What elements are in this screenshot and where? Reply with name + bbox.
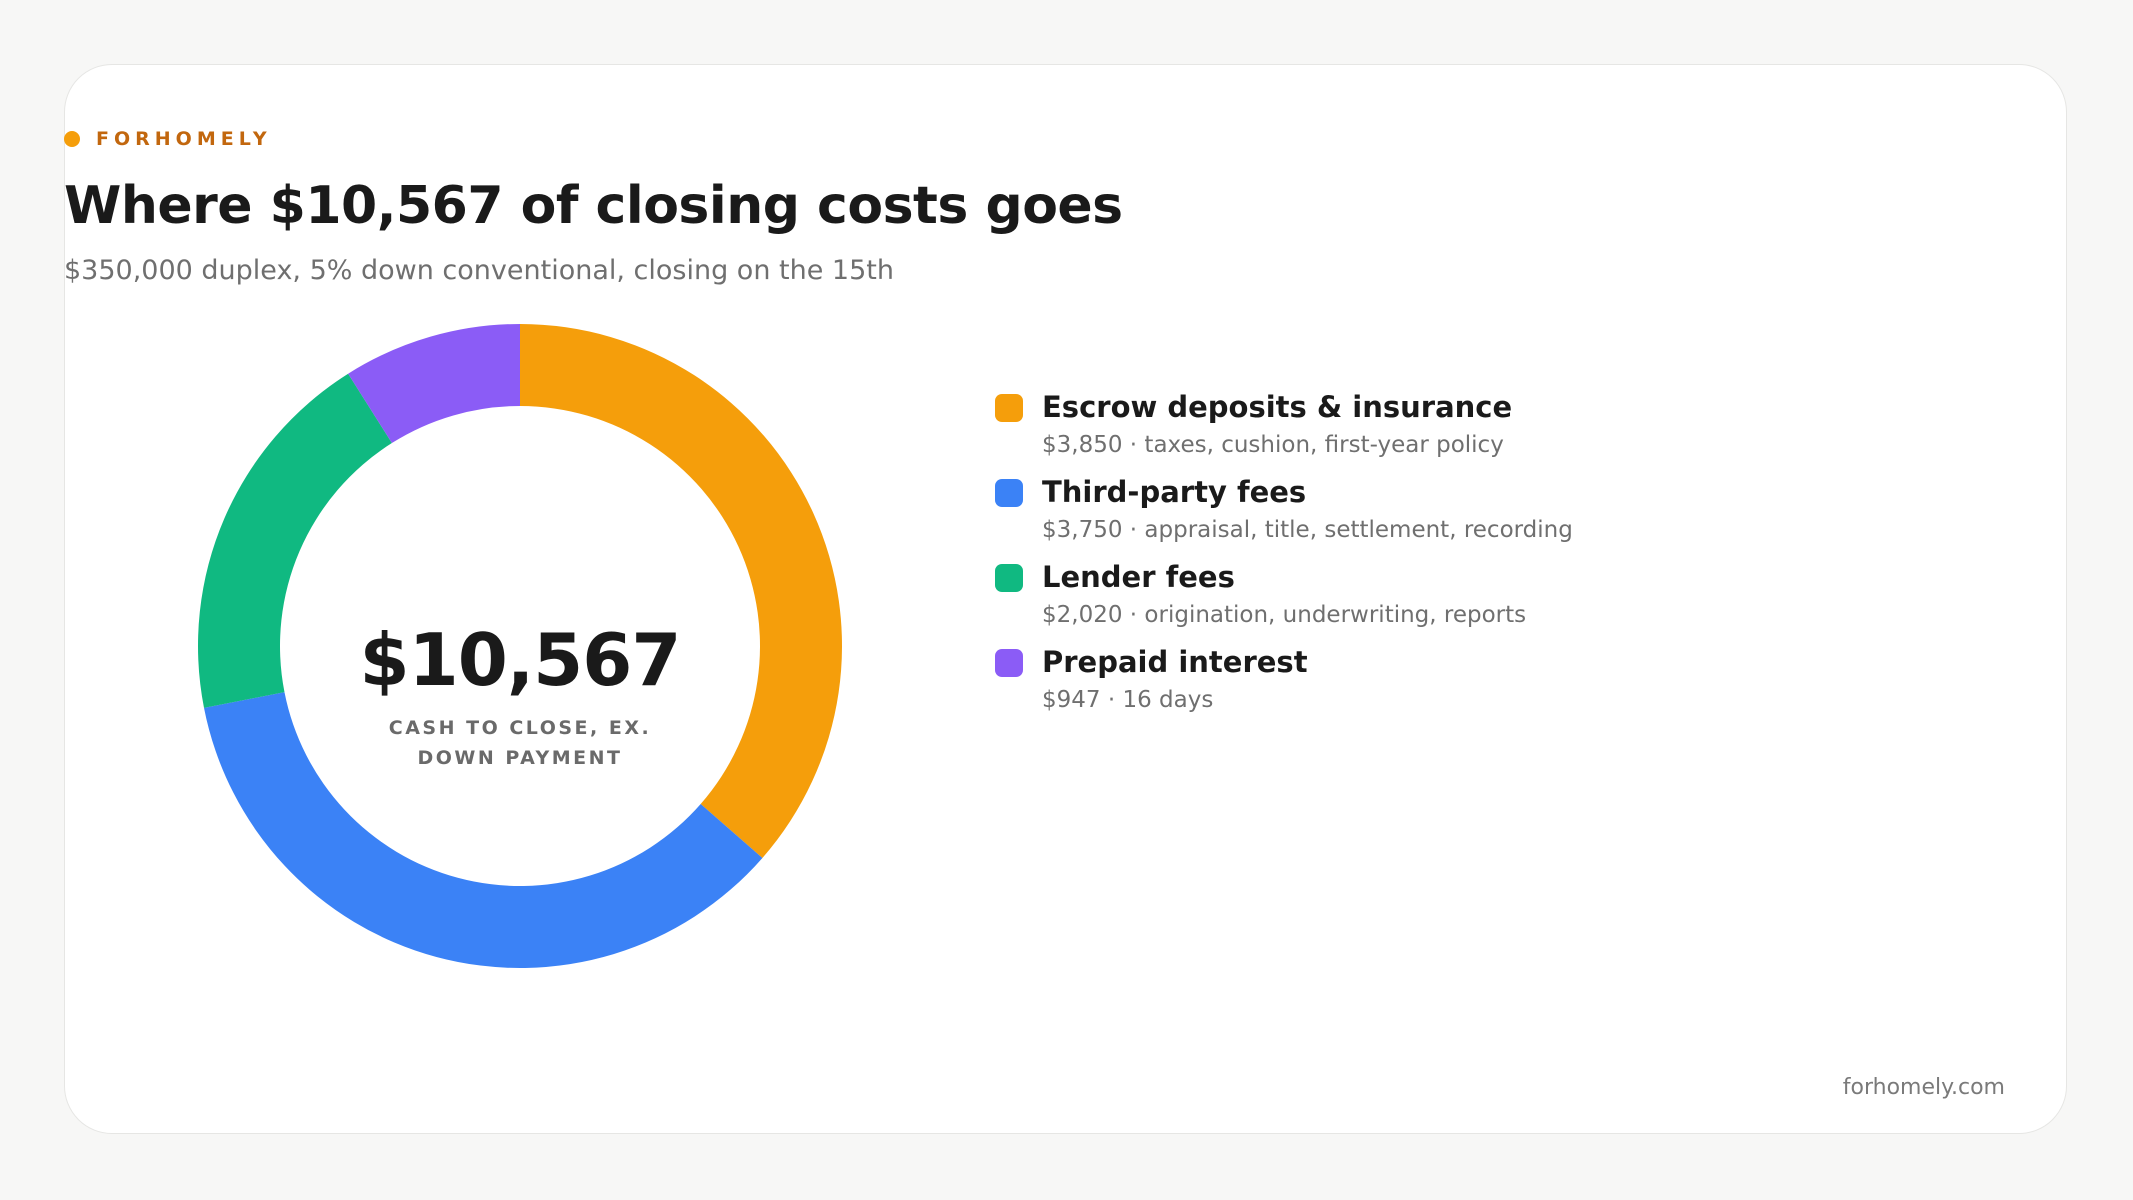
legend-description: 16 days	[1122, 687, 1214, 713]
legend-separator: ·	[1122, 602, 1145, 628]
brand: FORHOMELY	[64, 128, 272, 150]
legend-detail: $947 · 16 days	[1042, 687, 1213, 713]
donut-chart	[197, 324, 842, 969]
legend-detail: $3,750 · appraisal, title, settlement, r…	[1042, 517, 1573, 543]
legend-item: Third-party fees $3,750 · appraisal, titl…	[930, 475, 1910, 560]
legend-swatch	[995, 479, 1023, 507]
legend-separator: ·	[1122, 517, 1145, 543]
donut-slice	[520, 324, 842, 858]
legend-swatch	[995, 564, 1023, 592]
legend: Escrow deposits & insurance $3,850 · taxe…	[930, 390, 1910, 730]
chart-title: Where $10,567 of closing costs goes	[64, 176, 1123, 236]
legend-value: $3,850	[1042, 432, 1123, 458]
legend-label: Lender fees	[1042, 560, 1235, 594]
legend-label: Prepaid interest	[1042, 645, 1308, 679]
legend-label: Third-party fees	[1042, 475, 1307, 509]
legend-separator: ·	[1100, 687, 1123, 713]
legend-value: $3,750	[1042, 517, 1123, 543]
brand-dot-icon	[64, 131, 80, 147]
legend-swatch	[995, 649, 1023, 677]
legend-value: $2,020	[1042, 602, 1123, 628]
donut-slice	[197, 373, 392, 708]
legend-value: $947	[1042, 687, 1101, 713]
chart-card	[64, 64, 2067, 1134]
legend-item: Prepaid interest $947 · 16 days	[930, 645, 1910, 730]
legend-label: Escrow deposits & insurance	[1042, 390, 1513, 424]
donut-slice	[204, 692, 763, 969]
donut-center-label: CASH TO CLOSE, EX. DOWN PAYMENT	[388, 717, 652, 769]
legend-separator: ·	[1122, 432, 1145, 458]
legend-description: taxes, cushion, first-year policy	[1144, 432, 1504, 458]
brand-name: FORHOMELY	[96, 128, 272, 150]
donut-center-value: $10,567	[359, 618, 682, 702]
legend-description: origination, underwriting, reports	[1144, 602, 1527, 628]
legend-swatch	[995, 394, 1023, 422]
donut-slice	[348, 324, 520, 444]
chart-subtitle: $350,000 duplex, 5% down conventional, c…	[64, 255, 894, 286]
legend-item: Escrow deposits & insurance $3,850 · taxe…	[930, 390, 1910, 475]
legend-item: Lender fees $2,020 · origination, underwr…	[930, 560, 1910, 645]
legend-description: appraisal, title, settlement, recording	[1144, 517, 1573, 543]
legend-detail: $2,020 · origination, underwriting, repo…	[1042, 602, 1526, 628]
footer-site: forhomely.com	[1842, 1075, 2005, 1100]
legend-detail: $3,850 · taxes, cushion, first-year poli…	[1042, 432, 1504, 458]
